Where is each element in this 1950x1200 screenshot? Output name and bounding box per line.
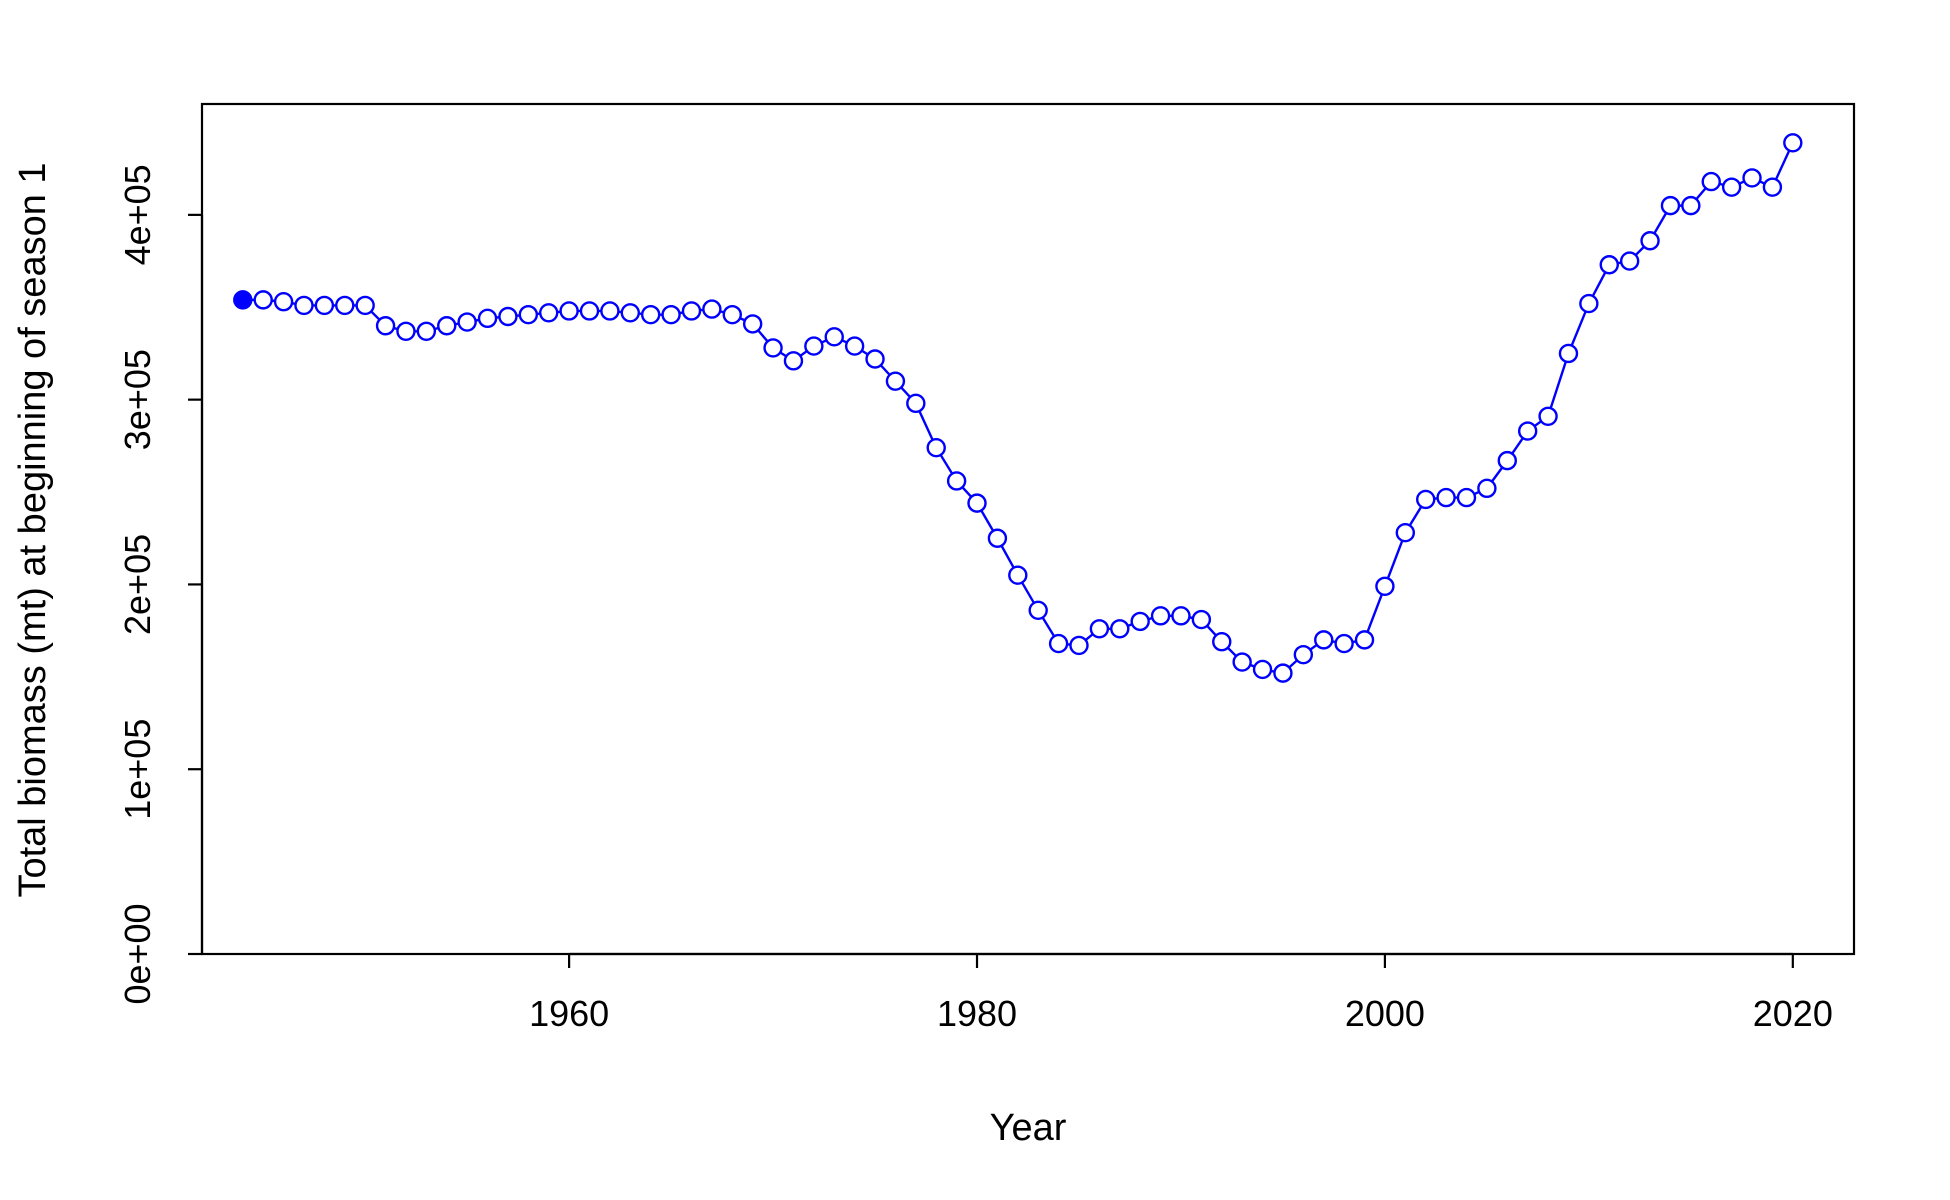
data-point (233, 290, 253, 310)
data-point (1273, 663, 1293, 683)
data-point (375, 316, 396, 336)
data-point (273, 292, 294, 312)
data-point (946, 471, 967, 491)
data-point (1477, 478, 1497, 499)
data-point (1517, 421, 1538, 441)
data-point (1558, 343, 1579, 364)
data-point (1660, 195, 1681, 216)
data-point (457, 312, 477, 332)
data-point (1191, 609, 1212, 630)
x-tick-label: 1960 (529, 993, 609, 1034)
y-axis-title: Total biomass (mt) at beginning of seaso… (12, 162, 54, 897)
y-tick-label: 4e+05 (117, 164, 158, 265)
data-point (355, 295, 375, 316)
data-point (967, 493, 987, 513)
data-point (844, 336, 865, 356)
data-point (1456, 487, 1477, 508)
data-point (987, 528, 1008, 548)
data-point (1354, 630, 1375, 650)
data-point (1028, 600, 1048, 621)
data-point (681, 301, 702, 321)
data-point (661, 304, 681, 325)
data-point (1701, 171, 1721, 192)
data-point (804, 336, 824, 356)
data-point (1232, 652, 1252, 672)
series-line (242, 142, 1794, 675)
data-point (1497, 450, 1517, 471)
y-tick-label: 1e+05 (117, 719, 158, 820)
data-point (498, 306, 518, 327)
y-tick-label: 0e+00 (117, 903, 158, 1004)
data-point (1416, 489, 1436, 510)
data-point (1742, 168, 1762, 188)
y-tick-label: 3e+05 (117, 349, 158, 450)
data-point (1252, 659, 1273, 680)
x-axis-title: Year (990, 1107, 1067, 1149)
data-point (783, 351, 804, 371)
data-point (253, 290, 273, 310)
data-point (1538, 406, 1558, 426)
data-point (1436, 487, 1456, 508)
x-tick-label: 1980 (937, 993, 1017, 1034)
data-point (1334, 633, 1354, 654)
data-point (1599, 255, 1619, 275)
data-point (1681, 195, 1701, 216)
data-point (1130, 611, 1150, 632)
data-point (518, 304, 539, 325)
data-point (1783, 133, 1803, 153)
data-point (600, 301, 620, 321)
data-point (1048, 633, 1069, 654)
data-point (539, 303, 559, 323)
data-point (702, 299, 722, 319)
data-point (742, 314, 763, 334)
y-axis: 0e+00 1e+05 2e+05 3e+05 4e+05 (117, 164, 204, 1005)
data-point (1721, 177, 1742, 197)
data-point (1395, 522, 1416, 543)
data-point (294, 295, 314, 316)
data-point (620, 303, 640, 323)
data-point (1069, 635, 1089, 656)
data-point (335, 295, 355, 316)
data-point (1293, 644, 1314, 665)
data-point (906, 393, 926, 414)
data-point (1375, 576, 1395, 596)
data-point (1008, 565, 1028, 585)
data-point (885, 371, 906, 391)
data-point (416, 321, 437, 341)
data-point (1171, 606, 1191, 626)
data-point (1640, 231, 1660, 251)
x-tick-label: 2020 (1753, 993, 1833, 1034)
data-point (926, 437, 946, 458)
data-point (396, 321, 416, 341)
data-point (1762, 177, 1783, 197)
data-point (579, 301, 600, 321)
data-point (1212, 632, 1232, 652)
data-point (477, 308, 498, 329)
data-point (722, 304, 742, 325)
plot-frame (200, 102, 1856, 956)
data-point (1089, 619, 1110, 639)
x-axis: 1960 1980 2000 2020 (529, 952, 1833, 1034)
x-tick-label: 2000 (1345, 993, 1425, 1034)
data-point (559, 301, 579, 321)
data-point (865, 349, 885, 369)
data-point (640, 304, 661, 325)
data-point (824, 327, 844, 347)
data-point (1110, 619, 1130, 639)
data-point (437, 316, 457, 336)
data-point (1314, 630, 1334, 650)
data-point (763, 338, 783, 358)
data-point (1579, 293, 1599, 314)
data-point (1619, 251, 1640, 271)
data-point (314, 295, 335, 316)
data-point (1150, 606, 1171, 626)
y-tick-label: 2e+05 (117, 534, 158, 635)
series-layer (233, 133, 1803, 683)
